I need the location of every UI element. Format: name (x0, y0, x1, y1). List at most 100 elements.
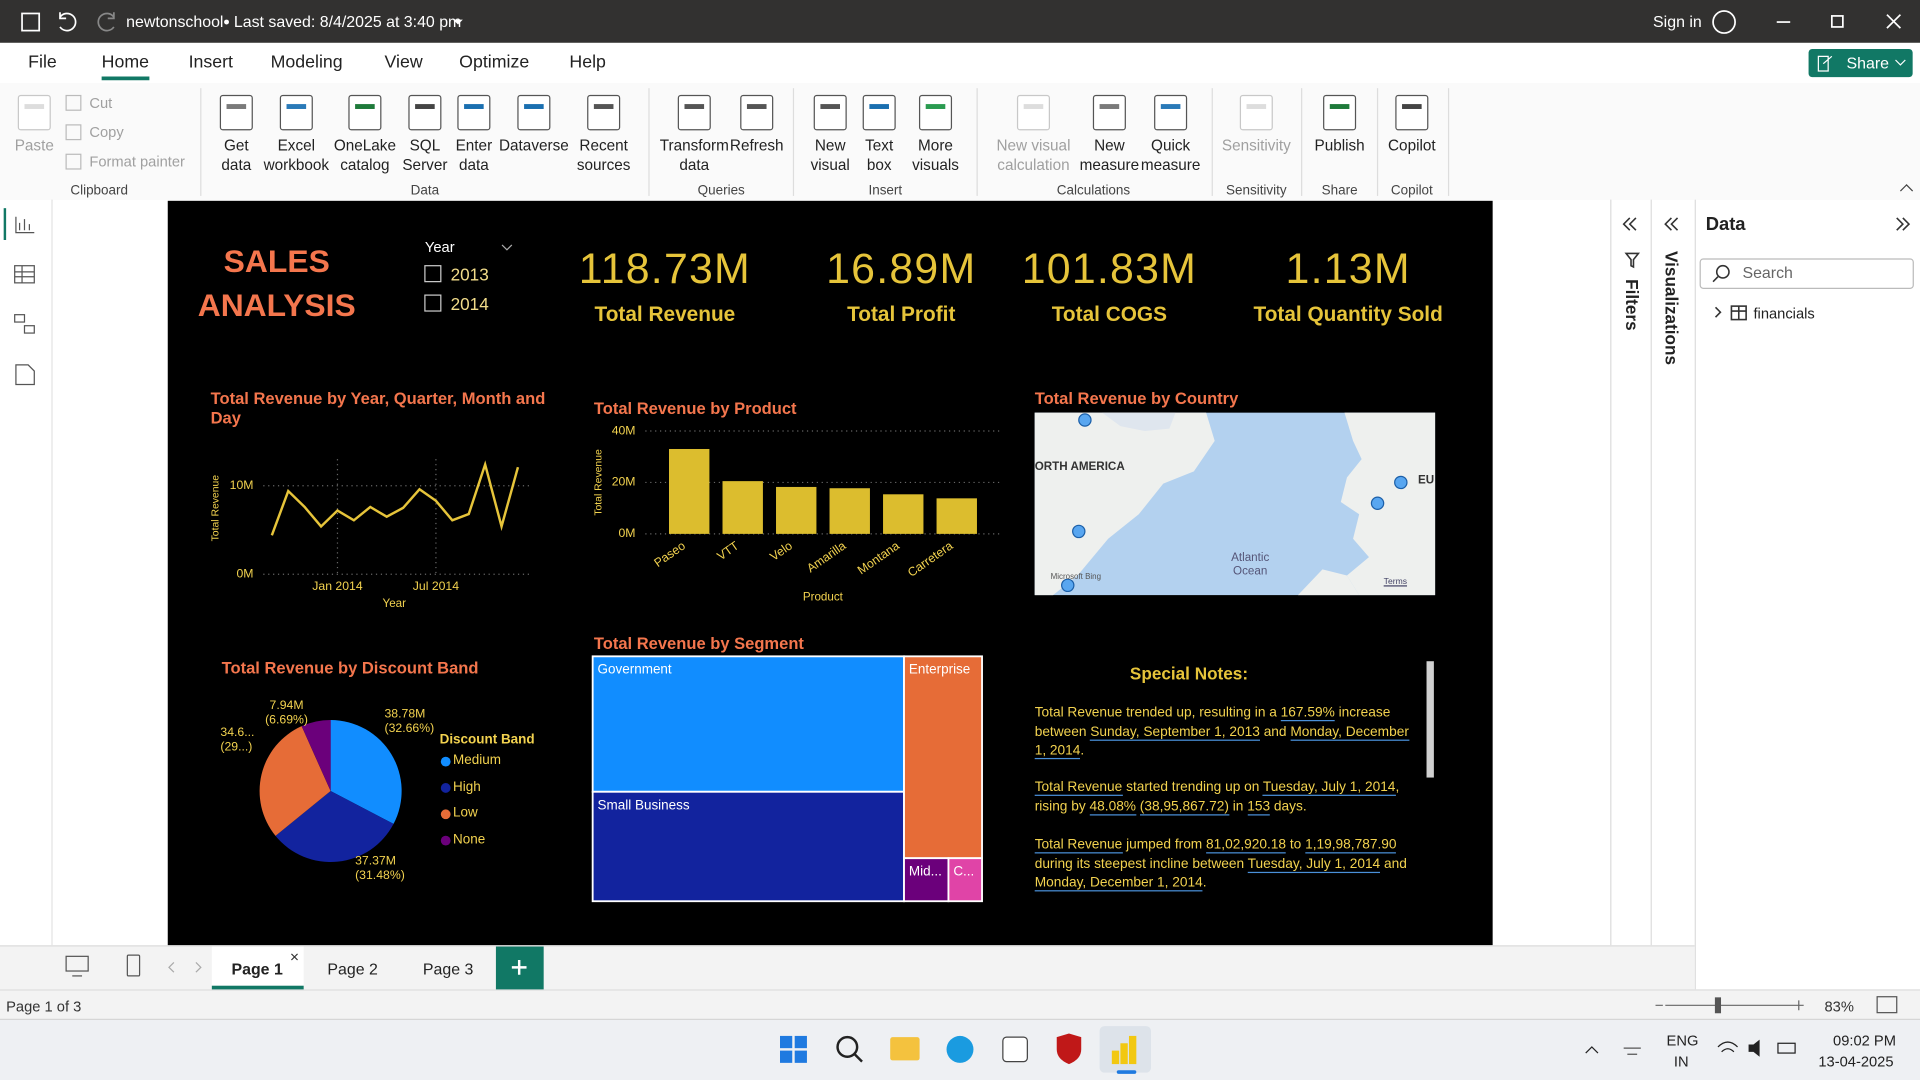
battery-icon[interactable] (1777, 1042, 1796, 1054)
ribbon-button[interactable]: Publish (1314, 137, 1365, 155)
edge-icon[interactable] (946, 1035, 974, 1063)
note-link[interactable]: Tuesday, July 1, 2014 (1247, 856, 1381, 873)
menu-tab[interactable]: Help (569, 52, 606, 73)
clock-date[interactable]: 13-04-2025 (1818, 1053, 1894, 1071)
network-off-icon[interactable] (1623, 1047, 1641, 1055)
dropdown-icon[interactable] (453, 19, 463, 25)
mobile-layout-icon[interactable] (126, 954, 141, 977)
zoom-level[interactable]: 83% (1824, 997, 1854, 1016)
report-view-icon[interactable] (15, 216, 35, 234)
collapse-filters-icon[interactable] (1622, 217, 1637, 231)
tray-overflow-icon[interactable] (1585, 1046, 1599, 1054)
legend-entry[interactable]: Low (453, 805, 478, 821)
map-bubble[interactable] (1394, 475, 1408, 490)
share-button[interactable] (1808, 48, 1913, 78)
search-taskbar-icon[interactable] (836, 1035, 859, 1058)
close-icon[interactable] (1886, 14, 1902, 29)
collapse-ribbon-icon[interactable] (1899, 184, 1914, 192)
ribbon-button[interactable]: Dataverse (498, 137, 569, 155)
legend-entry[interactable]: High (453, 779, 481, 795)
note-link[interactable]: Total Revenue (1034, 837, 1123, 854)
expand-icon[interactable] (1714, 306, 1722, 318)
ribbon-button[interactable]: Recent sources (576, 137, 631, 174)
ribbon-button[interactable]: New measure (1079, 137, 1140, 174)
note-link[interactable]: 167.59% (1280, 705, 1335, 722)
collapse-data-icon[interactable] (1896, 217, 1911, 231)
checkbox[interactable] (424, 265, 442, 283)
search-placeholder[interactable]: Search (1742, 263, 1793, 282)
menu-tab[interactable]: Home (101, 52, 150, 73)
note-link[interactable]: 153 (1247, 798, 1271, 815)
slicer-option[interactable]: 2013 (450, 264, 489, 285)
note-link[interactable]: 48.08% (1089, 798, 1137, 815)
table-name[interactable]: financials (1753, 304, 1815, 323)
note-link[interactable]: Sunday, September 1, 2013 (1090, 724, 1260, 741)
undo-icon[interactable] (59, 12, 77, 32)
ribbon-button[interactable]: Text box (865, 137, 894, 174)
ribbon-button[interactable]: Get data (221, 137, 252, 174)
ribbon-button[interactable]: More visuals (912, 137, 959, 174)
map-bubble[interactable] (1078, 413, 1092, 427)
menu-tab[interactable]: File (28, 52, 57, 73)
wifi-icon[interactable] (1717, 1041, 1738, 1053)
sign-in[interactable]: Sign in (1653, 12, 1702, 31)
ribbon-button[interactable]: New visual (810, 137, 850, 174)
restore-icon[interactable] (1830, 15, 1844, 28)
mcafee-icon[interactable] (1056, 1033, 1082, 1065)
dax-view-icon[interactable] (15, 364, 35, 386)
legend-entry[interactable]: None (453, 832, 486, 847)
slicer-chevron[interactable] (501, 244, 513, 251)
note-link[interactable]: Tuesday, July 1, 2014 (1262, 780, 1396, 796)
active-page-tab[interactable] (211, 946, 304, 990)
close-page-icon[interactable] (290, 953, 298, 961)
note-link[interactable]: Monday, December 1, 2014 (1034, 875, 1203, 892)
account-icon[interactable] (1712, 10, 1736, 34)
map-bubble[interactable] (1072, 524, 1086, 539)
table-view-icon[interactable] (14, 265, 35, 284)
volume-icon[interactable] (1748, 1039, 1760, 1057)
desktop-layout-icon[interactable] (65, 955, 89, 972)
collapse-visualizations-icon[interactable] (1664, 217, 1679, 231)
ribbon-button[interactable]: Refresh (729, 137, 784, 155)
zoom-slider[interactable] (1655, 1000, 1804, 1011)
menu-tab[interactable]: Optimize (459, 52, 530, 73)
checkbox[interactable] (424, 294, 442, 312)
region[interactable]: IN (1673, 1053, 1689, 1071)
language[interactable]: ENG (1666, 1032, 1699, 1050)
note-link[interactable]: 81,02,920.18 (1206, 837, 1287, 854)
explorer-icon[interactable] (890, 1037, 920, 1061)
map-bubble[interactable] (1061, 578, 1075, 593)
page-scroll-arrows[interactable] (168, 962, 202, 973)
note-link[interactable]: (38,95,867.72) (1139, 798, 1229, 815)
save-icon[interactable] (21, 12, 41, 32)
fit-page-icon[interactable] (1876, 996, 1898, 1014)
ribbon-button[interactable]: Transform data (659, 137, 729, 174)
model-view-icon[interactable] (14, 314, 26, 323)
filters-title[interactable]: Filters (1622, 279, 1643, 331)
notes-scrollbar[interactable] (1426, 661, 1434, 778)
ribbon-button[interactable]: SQL Server (402, 137, 448, 174)
visualizations-title[interactable]: Visualizations (1661, 251, 1682, 366)
menu-tab[interactable]: Insert (188, 52, 233, 73)
menu-tab[interactable]: View (384, 52, 423, 73)
note-link[interactable]: Monday, December 1, 2014 (1034, 724, 1409, 760)
store-icon[interactable] (1002, 1036, 1028, 1063)
legend-entry[interactable]: Medium (453, 753, 501, 768)
map-terms[interactable]: Terms (1383, 577, 1408, 587)
start-icon[interactable] (780, 1035, 807, 1063)
ribbon-button[interactable]: OneLake catalog (333, 137, 396, 174)
menu-tab[interactable]: Modeling (270, 52, 343, 73)
note-link[interactable]: Total Revenue (1034, 780, 1123, 796)
slicer-option[interactable]: 2014 (450, 293, 489, 314)
map-bubble[interactable] (1370, 496, 1385, 511)
power-bi-icon[interactable] (1111, 1035, 1137, 1065)
ribbon-button[interactable]: Excel workbook (263, 137, 330, 174)
note-link[interactable]: 1,19,98,787.90 (1305, 837, 1397, 854)
ribbon-button[interactable]: Enter data (455, 137, 493, 174)
page-tab[interactable]: Page 3 (422, 960, 474, 979)
search-box[interactable] (1699, 258, 1914, 289)
page-tab[interactable]: Page 2 (327, 960, 378, 979)
share-label[interactable]: Share (1846, 53, 1890, 73)
ribbon-button[interactable]: Copilot (1388, 137, 1436, 155)
page-tab[interactable]: Page 1 (231, 960, 283, 979)
